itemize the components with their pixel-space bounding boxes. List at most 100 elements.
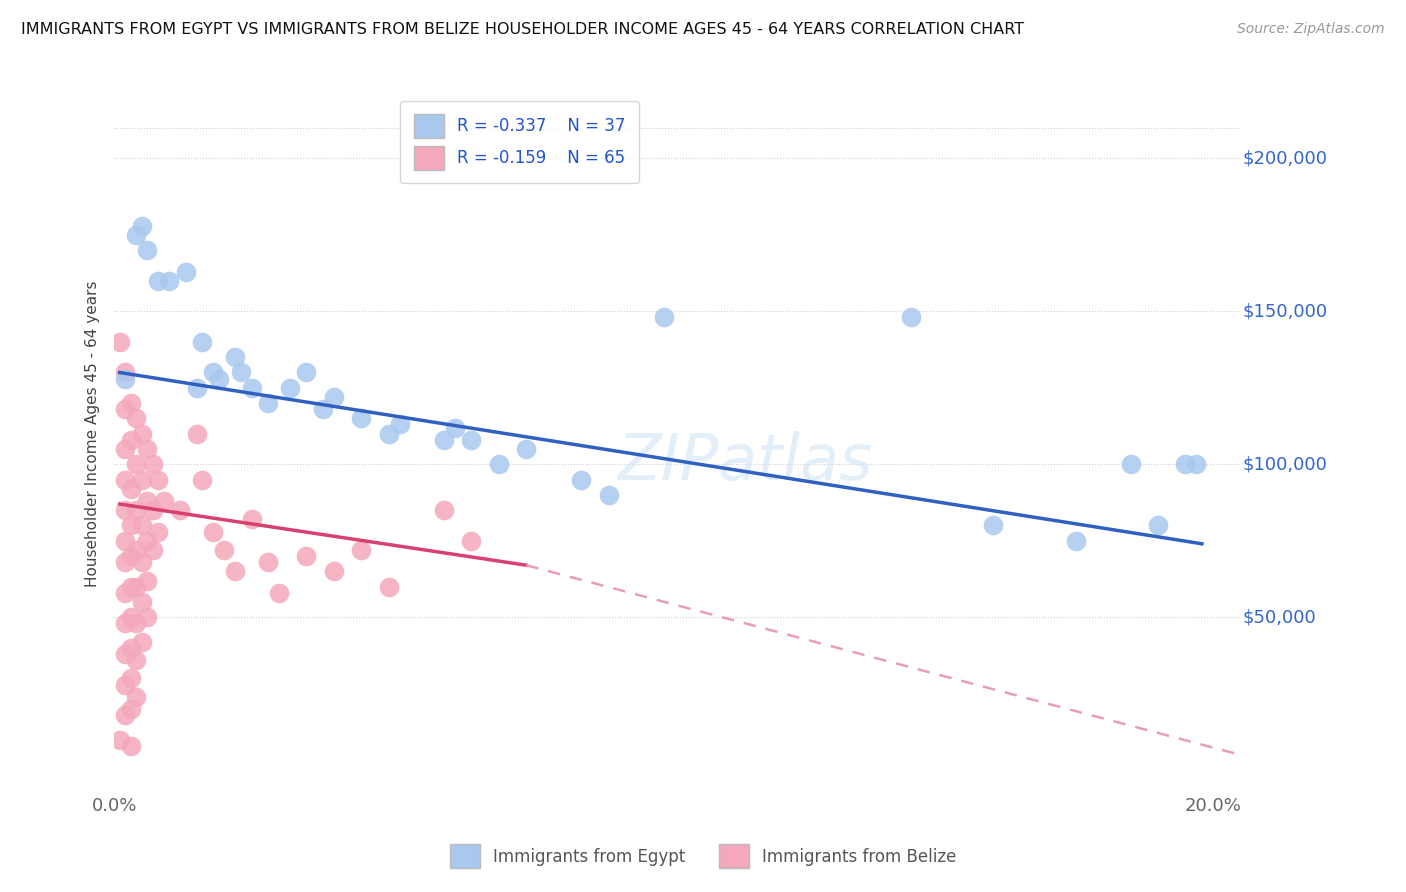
Point xyxy=(1147,518,1170,533)
Point xyxy=(295,549,318,563)
Point xyxy=(981,518,1004,533)
Point xyxy=(378,426,401,441)
Point xyxy=(114,708,136,723)
Point xyxy=(212,542,235,557)
Point xyxy=(114,616,136,631)
Point xyxy=(257,555,280,569)
Point xyxy=(131,595,153,609)
Point xyxy=(120,482,142,496)
Point xyxy=(1119,457,1142,471)
Point xyxy=(120,640,142,655)
Text: ZIPatlas: ZIPatlas xyxy=(617,431,873,492)
Text: Source: ZipAtlas.com: Source: ZipAtlas.com xyxy=(1237,22,1385,37)
Point xyxy=(378,580,401,594)
Point xyxy=(191,473,214,487)
Point xyxy=(488,457,510,471)
Point xyxy=(114,366,136,380)
Point xyxy=(598,488,620,502)
Point xyxy=(114,677,136,691)
Point xyxy=(120,433,142,447)
Point xyxy=(515,442,537,456)
Point xyxy=(136,442,159,456)
Point xyxy=(114,442,136,456)
Point xyxy=(120,549,142,563)
Point xyxy=(186,426,208,441)
Point xyxy=(295,366,318,380)
Point xyxy=(240,512,263,526)
Legend: Immigrants from Egypt, Immigrants from Belize: Immigrants from Egypt, Immigrants from B… xyxy=(443,838,963,875)
Point xyxy=(1185,457,1208,471)
Text: $200,000: $200,000 xyxy=(1243,149,1327,168)
Point xyxy=(443,420,465,434)
Point xyxy=(131,473,153,487)
Point xyxy=(146,274,169,288)
Point xyxy=(569,473,592,487)
Point xyxy=(120,580,142,594)
Point xyxy=(157,274,180,288)
Point xyxy=(125,503,148,517)
Point xyxy=(900,310,922,325)
Text: $50,000: $50,000 xyxy=(1243,608,1316,626)
Point xyxy=(142,457,165,471)
Point xyxy=(652,310,675,325)
Point xyxy=(267,586,290,600)
Point xyxy=(350,542,373,557)
Point xyxy=(240,381,263,395)
Point xyxy=(114,586,136,600)
Point xyxy=(114,533,136,548)
Point xyxy=(114,555,136,569)
Point xyxy=(114,503,136,517)
Point xyxy=(278,381,301,395)
Point xyxy=(323,564,346,578)
Point xyxy=(131,219,153,233)
Point xyxy=(114,402,136,417)
Point xyxy=(207,371,229,385)
Text: $150,000: $150,000 xyxy=(1243,302,1327,320)
Point xyxy=(224,564,246,578)
Point xyxy=(1064,533,1087,548)
Point xyxy=(460,433,482,447)
Point xyxy=(146,524,169,539)
Text: $100,000: $100,000 xyxy=(1243,455,1327,474)
Point xyxy=(131,518,153,533)
Point xyxy=(125,457,148,471)
Point xyxy=(136,610,159,624)
Point xyxy=(120,702,142,716)
Point xyxy=(142,503,165,517)
Point xyxy=(131,634,153,648)
Legend: R = -0.337    N = 37, R = -0.159    N = 65: R = -0.337 N = 37, R = -0.159 N = 65 xyxy=(401,101,638,183)
Point xyxy=(229,366,252,380)
Point xyxy=(257,396,280,410)
Point xyxy=(114,473,136,487)
Point xyxy=(388,417,411,432)
Point xyxy=(131,555,153,569)
Point xyxy=(323,390,346,404)
Point xyxy=(120,739,142,753)
Point xyxy=(146,473,169,487)
Point xyxy=(186,381,208,395)
Point xyxy=(125,580,148,594)
Point xyxy=(125,616,148,631)
Point xyxy=(114,647,136,661)
Point xyxy=(136,494,159,508)
Point xyxy=(131,426,153,441)
Point xyxy=(202,524,225,539)
Point xyxy=(174,264,197,278)
Point xyxy=(108,732,131,747)
Point xyxy=(125,690,148,704)
Point xyxy=(152,494,174,508)
Point xyxy=(125,653,148,667)
Point xyxy=(120,672,142,686)
Point xyxy=(202,366,225,380)
Point xyxy=(350,411,373,425)
Point xyxy=(142,542,165,557)
Point xyxy=(460,533,482,548)
Point xyxy=(125,411,148,425)
Point xyxy=(108,334,131,349)
Point xyxy=(136,533,159,548)
Point xyxy=(120,396,142,410)
Point xyxy=(191,334,214,349)
Point xyxy=(1174,457,1197,471)
Point xyxy=(224,350,246,364)
Point xyxy=(312,402,335,417)
